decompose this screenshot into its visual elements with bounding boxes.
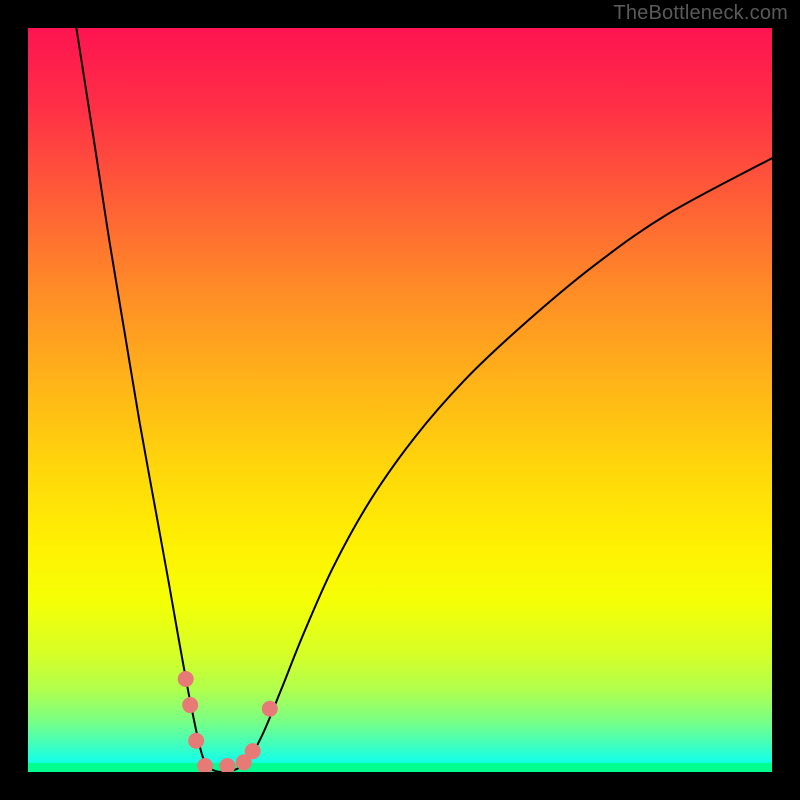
watermark-text: TheBottleneck.com xyxy=(613,2,788,25)
data-marker xyxy=(188,733,204,749)
chart-frame: TheBottleneck.com xyxy=(0,0,800,800)
data-marker xyxy=(245,743,261,759)
data-marker xyxy=(197,758,213,774)
data-marker xyxy=(219,758,235,774)
baseline-green-strip xyxy=(28,763,772,772)
data-marker xyxy=(178,671,194,687)
data-marker xyxy=(182,697,198,713)
gradient-background xyxy=(28,28,772,772)
data-marker xyxy=(262,701,278,717)
bottleneck-chart xyxy=(0,0,800,800)
